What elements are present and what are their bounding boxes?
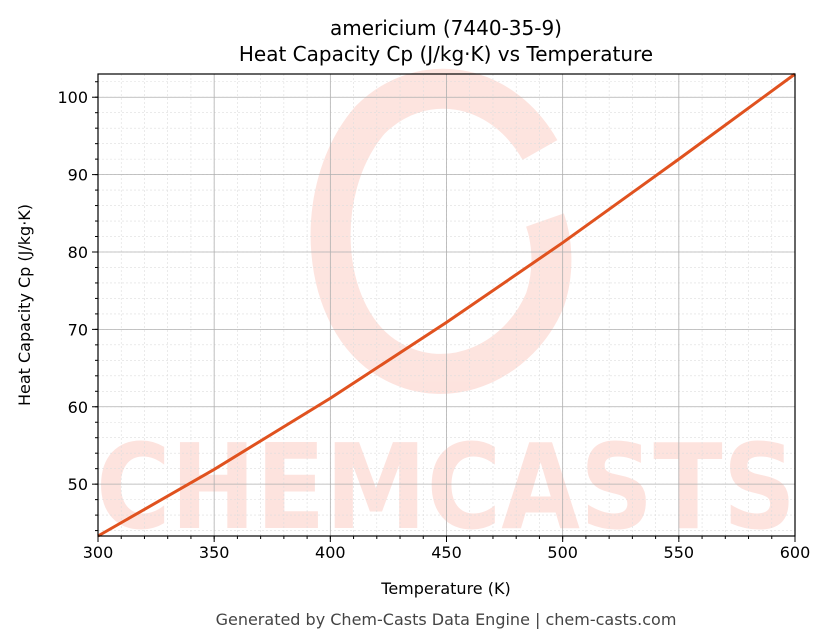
y-tick-label: 100 (57, 88, 88, 107)
x-tick-label: 550 (664, 543, 695, 562)
watermark-logo: CHEMCASTS (96, 68, 796, 556)
y-tick-label: 50 (68, 475, 88, 494)
y-tick-label: 60 (68, 398, 88, 417)
y-tick-label: 70 (68, 320, 88, 339)
footer-credit: Generated by Chem-Casts Data Engine | ch… (216, 610, 677, 629)
x-tick-label: 450 (431, 543, 462, 562)
svg-text:CHEMCASTS: CHEMCASTS (96, 418, 796, 556)
x-tick-label: 500 (547, 543, 578, 562)
y-tick-label: 80 (68, 243, 88, 262)
x-axis-label: Temperature (K) (380, 579, 510, 598)
y-axis-label: Heat Capacity Cp (J/kg·K) (15, 204, 34, 406)
x-tick-label: 600 (780, 543, 811, 562)
chart-title: americium (7440-35-9) (330, 16, 562, 40)
chart-subtitle: Heat Capacity Cp (J/kg·K) vs Temperature (239, 42, 653, 66)
y-tick-label: 90 (68, 166, 88, 185)
x-tick-label: 300 (83, 543, 114, 562)
series-line (97, 72, 796, 538)
x-tick-label: 400 (315, 543, 346, 562)
x-tick-label: 350 (199, 543, 230, 562)
